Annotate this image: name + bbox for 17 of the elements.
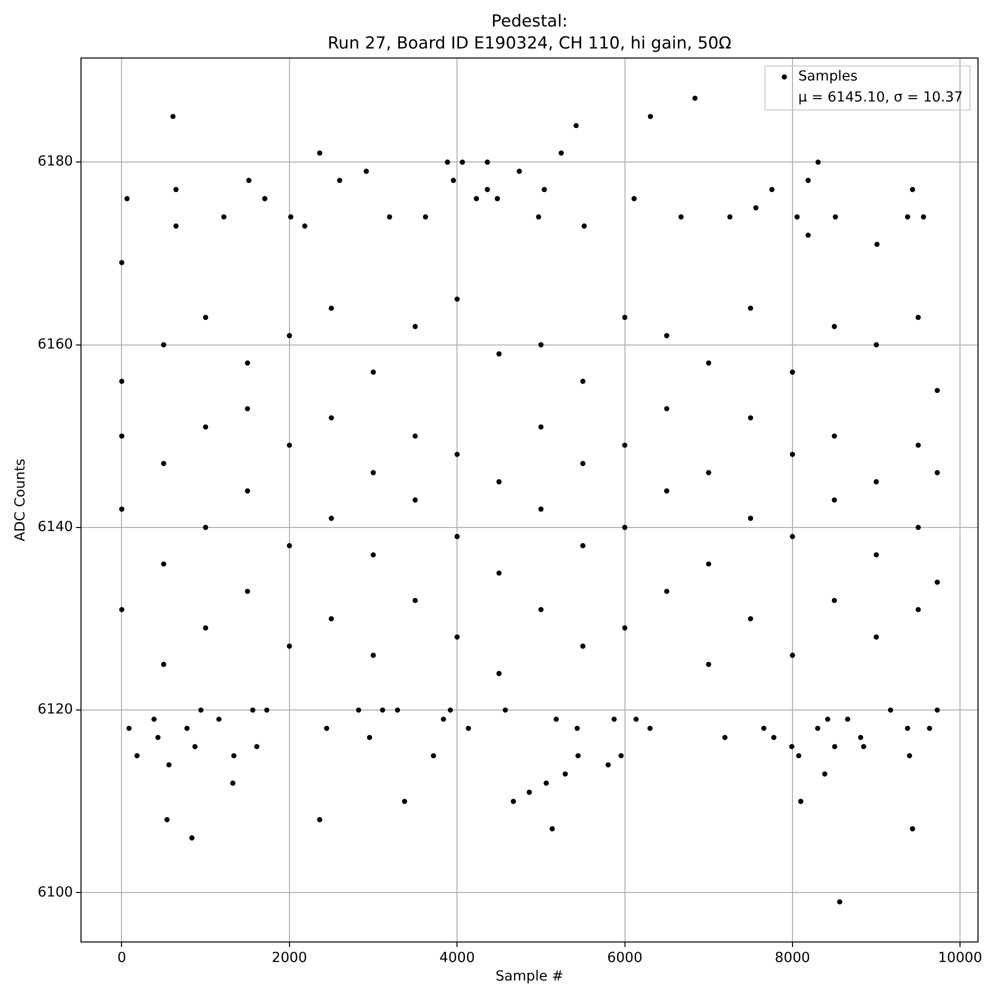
x-axis-title: Sample # [495, 968, 564, 985]
x-tick-label: 8000 [774, 950, 810, 966]
y-tick-label: 6160 [38, 336, 73, 352]
x-tick-label: 6000 [607, 950, 642, 966]
x-tick-label: 4000 [439, 950, 475, 966]
y-axis-title: ADC Counts [12, 458, 29, 542]
legend-label: Samples [798, 68, 858, 85]
x-tick-label: 0 [117, 950, 126, 966]
y-tick-label: 6120 [38, 702, 73, 718]
x-tick-label: 10000 [938, 950, 982, 966]
y-tick-label: 6180 [38, 154, 73, 170]
x-tick-label: 2000 [272, 950, 308, 966]
y-tick-label: 6100 [38, 884, 73, 900]
chart-title: Pedestal: [491, 11, 568, 30]
chart-subtitle: Run 27, Board ID E190324, CH 110, hi gain, 50Ω [328, 33, 732, 52]
annotation: μ = 6145.10, σ = 10.37 [798, 89, 963, 106]
y-tick-label: 6140 [38, 519, 73, 536]
